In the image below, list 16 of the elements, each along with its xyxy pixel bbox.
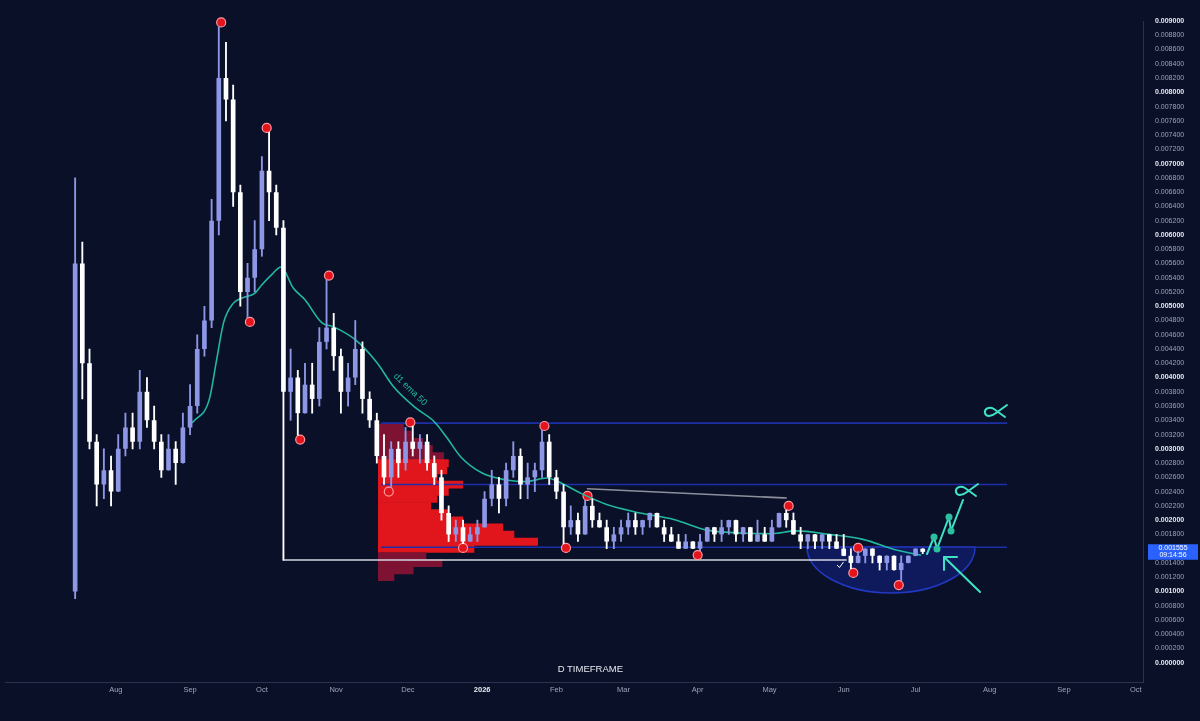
point [852, 542, 864, 554]
point [244, 316, 256, 328]
point [457, 542, 469, 554]
text: D TIMEFRAME [557, 662, 623, 674]
point [383, 486, 394, 497]
point [692, 549, 703, 561]
point [295, 434, 306, 445]
point [893, 579, 904, 591]
point [405, 417, 416, 428]
point [848, 567, 859, 578]
point [783, 500, 794, 511]
point [261, 122, 272, 134]
point [539, 420, 550, 432]
point [323, 270, 335, 281]
point [560, 542, 572, 554]
point [216, 17, 227, 28]
